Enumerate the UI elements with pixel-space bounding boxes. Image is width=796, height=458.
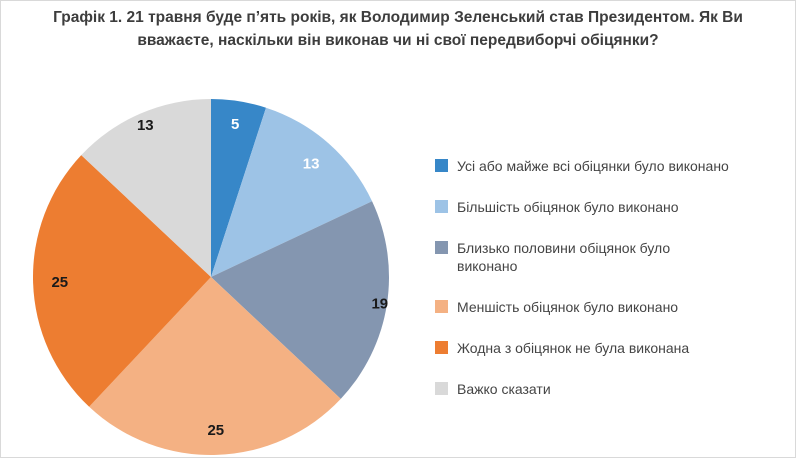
- pie-slice-value: 13: [303, 156, 320, 173]
- legend-label: Більшість обіцянок було виконано: [457, 199, 679, 215]
- legend-item: Усі або майже всі обіцянки було виконано: [435, 157, 787, 175]
- chart-title: Графік 1. 21 травня буде п’ять років, як…: [53, 9, 743, 50]
- legend-label: Усі або майже всі обіцянки було виконано: [457, 158, 729, 174]
- legend-swatch: [435, 159, 448, 172]
- pie-slice-value: 5: [231, 116, 239, 133]
- legend-swatch: [435, 241, 448, 254]
- pie-chart: 5 13 19 25 25 13: [32, 99, 390, 456]
- pie-slice-4: [32, 155, 212, 407]
- pie-slice-5: [81, 99, 211, 277]
- legend-swatch: [435, 200, 448, 213]
- legend-label: Важко сказати: [457, 381, 551, 397]
- legend-item: Більшість обіцянок було виконано: [435, 198, 787, 216]
- pie-slice-1: [211, 107, 373, 278]
- legend-label: Близько половини обіцянок було виконано: [457, 240, 671, 274]
- legend-item: Жодна з обіцянок не була виконана: [435, 339, 787, 357]
- legend-swatch: [435, 382, 448, 395]
- legend-item: Близько половини обіцянок було виконано: [435, 239, 787, 275]
- pie-slice-value: 25: [51, 274, 68, 291]
- pie-slice-value: 25: [207, 422, 224, 439]
- legend-item: Важко сказати: [435, 380, 787, 398]
- legend-item: Меншість обіцянок було виконано: [435, 298, 787, 316]
- legend-label: Меншість обіцянок було виконано: [457, 299, 679, 315]
- pie-slice-3: [89, 277, 341, 456]
- legend-swatch: [435, 341, 448, 354]
- pie-slice-0: [211, 99, 267, 277]
- legend-label: Жодна з обіцянок не була виконана: [457, 340, 690, 356]
- legend: Усі або майже всі обіцянки було виконано…: [435, 157, 787, 398]
- pie-slice-2: [211, 201, 390, 399]
- legend-swatch: [435, 300, 448, 313]
- pie-slice-value: 13: [137, 117, 154, 134]
- pie-slice-value: 19: [371, 296, 388, 313]
